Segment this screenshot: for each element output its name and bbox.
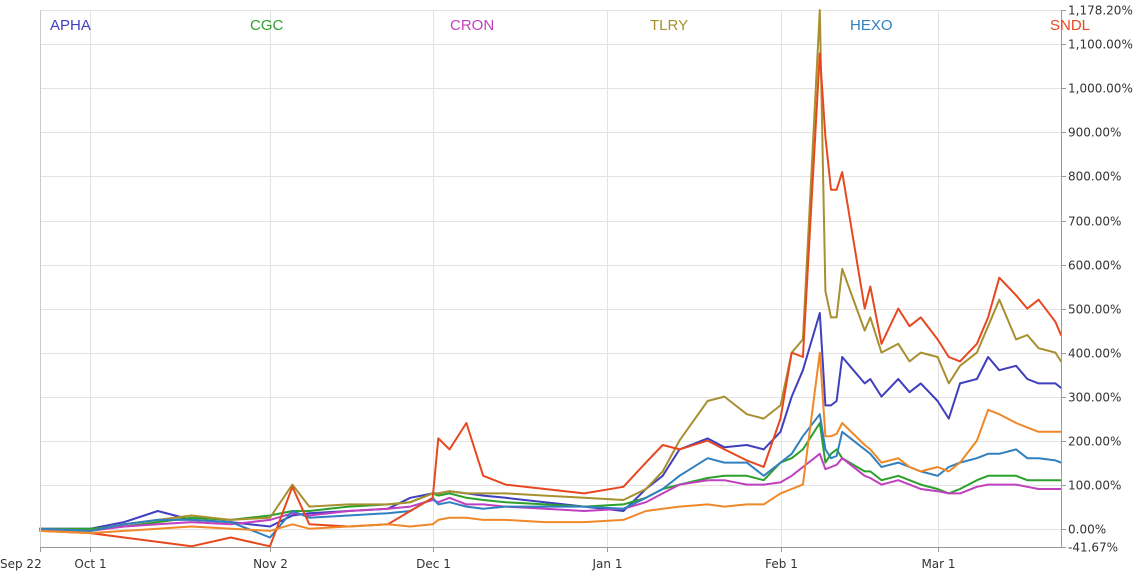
- y-tick-label: 500.00%: [1068, 303, 1121, 317]
- y-tick-label: 100.00%: [1068, 479, 1121, 493]
- x-tick-label: Feb 1: [765, 557, 798, 571]
- y-tick-label: 900.00%: [1068, 126, 1121, 140]
- x-tick-label: Nov 2: [253, 557, 288, 571]
- series-line-sndl-2: [39, 351, 1062, 535]
- series-line-cron: [39, 452, 1062, 532]
- x-tick-label: Jan 1: [592, 557, 623, 571]
- x-tick-label: Oct 1: [74, 557, 106, 571]
- y-tick-label: 1,100.00%: [1068, 38, 1133, 52]
- series-line-sndl: [39, 52, 1062, 548]
- series-line-tlry: [39, 9, 1062, 532]
- y-tick-label: 800.00%: [1068, 170, 1121, 184]
- axes: 1,178.20% 1,100.00% 1,000.00% 900.00% 800.00…: [0, 4, 1133, 572]
- y-tick-label: 700.00%: [1068, 215, 1121, 229]
- y-tick-label: 400.00%: [1068, 347, 1121, 361]
- legend-item-cgc: CGC: [250, 17, 284, 34]
- y-tick-label: 1,178.20%: [1068, 4, 1133, 18]
- y-tick-label: 300.00%: [1068, 391, 1121, 405]
- legend-item-cron: CRON: [450, 17, 494, 34]
- series-line-hexo: [39, 413, 1062, 539]
- legend: APHA CGC CRON TLRY HEXO SNDL: [50, 17, 1090, 34]
- x-tick-label: Dec 1: [416, 557, 451, 571]
- y-tick-label: 200.00%: [1068, 435, 1121, 449]
- legend-item-sndl: SNDL: [1050, 17, 1090, 34]
- x-tick-label: Sep 22: [0, 557, 42, 571]
- series-lines: [39, 9, 1062, 548]
- legend-item-apha: APHA: [50, 17, 91, 34]
- series-line-cgc: [39, 422, 1062, 530]
- y-tick-label: 600.00%: [1068, 259, 1121, 273]
- x-tick-label: Mar 1: [921, 557, 955, 571]
- y-tick-label: -41.67%: [1068, 541, 1118, 555]
- legend-item-tlry: TLRY: [650, 17, 688, 34]
- y-tick-label: 0.00%: [1068, 523, 1106, 537]
- legend-item-hexo: HEXO: [850, 17, 893, 34]
- y-tick-label: 1,000.00%: [1068, 82, 1133, 96]
